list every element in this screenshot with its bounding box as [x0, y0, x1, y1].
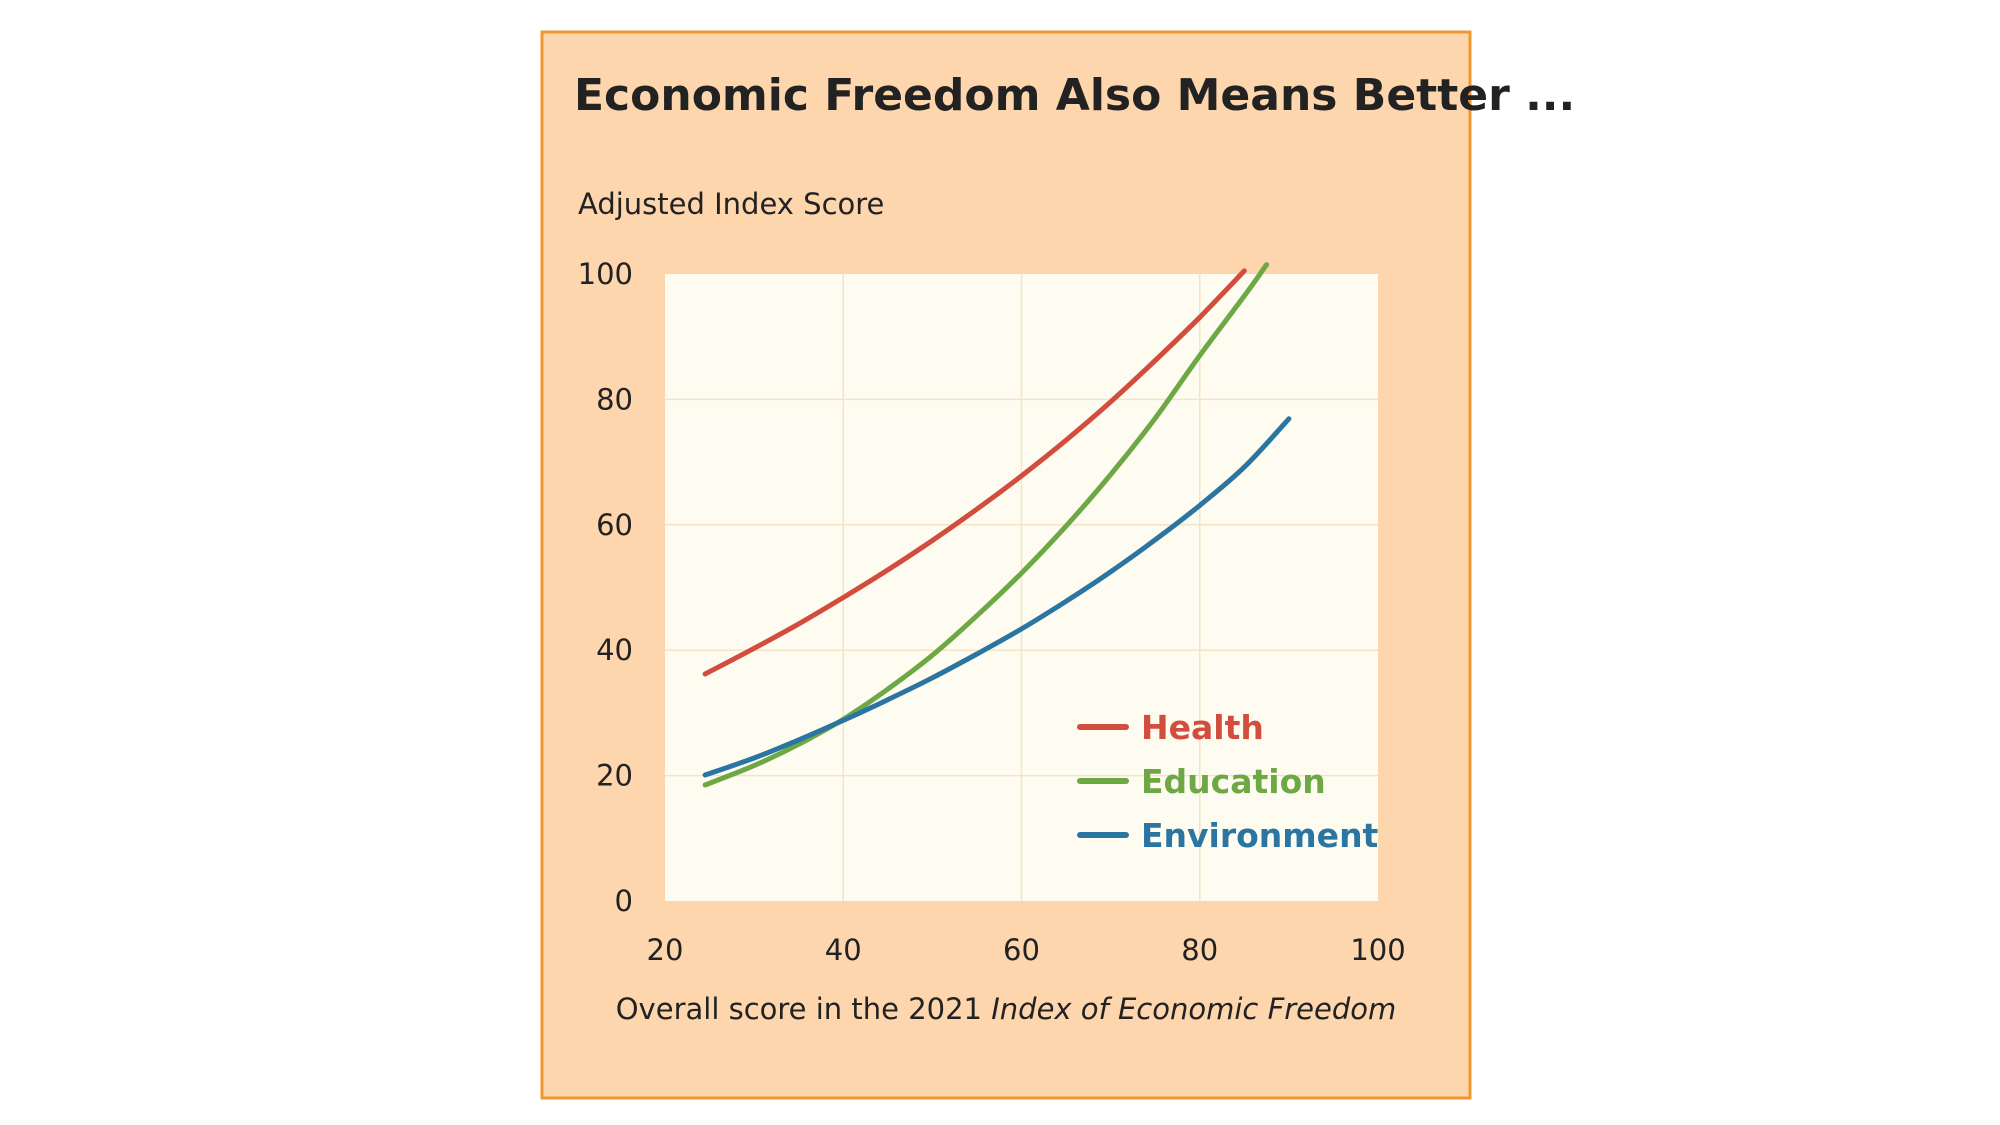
x-tick-label: 60 — [1003, 933, 1040, 967]
x-tick-label: 80 — [1181, 933, 1218, 967]
y-tick-label: 20 — [596, 759, 633, 793]
legend-label-health: Health — [1141, 708, 1264, 747]
x-axis-label: Overall score in the 2021 Index of Econo… — [616, 992, 1397, 1026]
y-axis-ticks: 0 20 40 60 80 100 — [578, 257, 633, 918]
legend-label-education: Education — [1141, 762, 1326, 801]
x-axis-label-italic: Index of Economic Freedom — [991, 992, 1396, 1026]
series-line-environment — [702, 416, 1292, 778]
grid-lines — [665, 274, 1378, 901]
y-tick-label: 100 — [578, 257, 633, 291]
x-tick-label: 40 — [825, 933, 862, 967]
series-line-health — [702, 268, 1247, 677]
x-axis-ticks: 20 40 60 80 100 — [647, 933, 1406, 967]
y-tick-label: 0 — [615, 884, 633, 918]
x-axis-label-prefix: Overall score in the 2021 — [616, 992, 992, 1026]
y-axis-label: Adjusted Index Score — [578, 187, 884, 221]
x-tick-label: 100 — [1350, 933, 1405, 967]
legend-label-environment: Environment — [1141, 816, 1379, 855]
chart-title: Economic Freedom Also Means Better ... — [574, 70, 1575, 121]
y-tick-label: 40 — [596, 633, 633, 667]
x-tick-label: 20 — [647, 933, 684, 967]
y-tick-label: 60 — [596, 508, 633, 542]
series-lines — [702, 262, 1292, 788]
series-line-education — [702, 262, 1270, 788]
y-tick-label: 80 — [596, 382, 633, 416]
legend: Health Education Environment — [1077, 708, 1379, 855]
